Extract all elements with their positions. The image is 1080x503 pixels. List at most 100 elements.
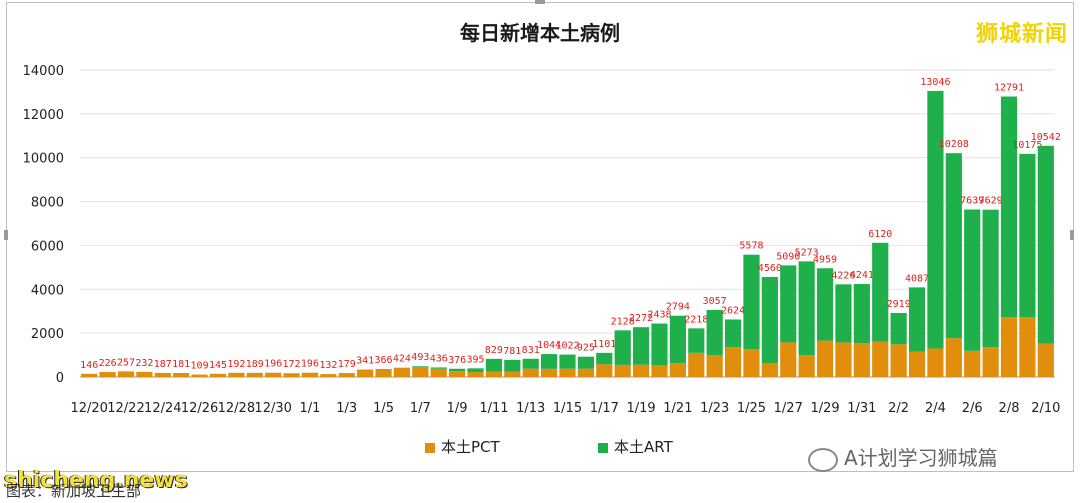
bar-art [964, 209, 981, 351]
bar-pct [301, 372, 319, 377]
bar-art [449, 368, 466, 372]
data-label-total: 145 [209, 360, 227, 371]
legend-swatch-pct [425, 442, 435, 453]
resize-handle-right[interactable] [1070, 230, 1074, 240]
bar-pct [688, 352, 705, 377]
bar-art [485, 358, 503, 372]
bar-art [853, 284, 870, 344]
data-label-total: 172 [283, 359, 301, 370]
bar-pct [596, 364, 613, 377]
data-label-total: 10208 [939, 139, 969, 150]
data-label-total: 5273 [795, 247, 819, 258]
bar-pct [485, 371, 503, 377]
bar-pct [890, 344, 907, 377]
data-label-total: 4959 [813, 254, 837, 265]
data-label-total: 5578 [739, 241, 763, 252]
x-tick-label: 1/29 [810, 401, 839, 416]
bar-pct [908, 351, 926, 377]
y-tick-label: 6000 [31, 239, 64, 254]
x-tick-label: 1/27 [774, 401, 803, 416]
legend-item-art: 本土ART [598, 436, 673, 457]
data-label-total: 424 [393, 354, 411, 365]
data-label-total: 4087 [905, 273, 929, 284]
resize-handle-left[interactable] [4, 230, 8, 240]
y-tick-label: 4000 [31, 283, 64, 298]
bar-pct [99, 372, 116, 377]
data-label-total: 6120 [868, 229, 892, 240]
bar-art [927, 90, 944, 349]
data-label-total: 395 [466, 354, 484, 365]
x-tick-label: 1/23 [700, 401, 729, 416]
data-label-total: 341 [356, 356, 374, 367]
bar-art [1000, 96, 1018, 318]
bar-pct [467, 372, 484, 377]
data-label-total: 1022 [555, 341, 579, 352]
data-label-total: 376 [448, 355, 466, 366]
data-label-total: 12791 [994, 83, 1024, 94]
data-label-total: 2218 [684, 314, 708, 325]
data-label-total: 146 [80, 360, 98, 371]
legend-label-pct: 本土PCT [441, 438, 500, 456]
data-label-total: 132 [319, 360, 337, 371]
data-label-total: 2624 [721, 305, 745, 316]
bar-art [743, 254, 760, 350]
data-label-total: 5090 [776, 251, 800, 262]
y-tick-label: 2000 [31, 327, 64, 342]
data-label-total: 366 [375, 355, 393, 366]
legend-label-art: 本土ART [614, 438, 673, 456]
wechat-name: A计划学习狮城篇 [844, 446, 998, 470]
chart-title: 每日新增本土病例 [460, 21, 620, 45]
bar-pct [577, 368, 594, 377]
bar-pct [927, 348, 944, 377]
x-tick-label: 1/31 [847, 401, 876, 416]
x-tick-label: 1/15 [553, 401, 582, 416]
data-label-total: 2438 [647, 310, 671, 321]
x-tick-label: 12/20 [70, 401, 107, 416]
data-label-total: 10542 [1031, 132, 1061, 143]
data-label-total: 226 [99, 358, 117, 369]
bar-pct [209, 373, 227, 377]
bar-art [982, 209, 999, 348]
y-tick-label: 0 [56, 371, 64, 386]
x-tick-label: 1/21 [663, 401, 692, 416]
bar-art [798, 261, 815, 356]
bar-pct [246, 372, 263, 377]
bar-art [706, 309, 723, 356]
bar-art [724, 319, 742, 348]
bar-art [945, 153, 962, 339]
data-label-total: 925 [577, 343, 595, 354]
data-label-total: 192 [227, 359, 245, 370]
y-tick-label: 12000 [23, 108, 64, 123]
bar-pct [504, 371, 521, 377]
resize-handle-top[interactable] [535, 0, 545, 4]
x-tick-label: 2/4 [925, 401, 946, 416]
bar-pct [945, 338, 962, 377]
bar-pct [412, 366, 429, 377]
bar-art [1037, 145, 1054, 344]
data-label-total: 1101 [592, 339, 616, 350]
bar-art [780, 265, 797, 343]
bar-art [669, 315, 686, 364]
x-tick-label: 2/10 [1031, 401, 1060, 416]
bar-pct [338, 373, 355, 377]
bar-pct [632, 364, 650, 377]
bar-art [890, 312, 907, 345]
data-label-total: 493 [411, 352, 429, 363]
bar-pct [228, 372, 245, 377]
data-label-total: 7639 [960, 195, 984, 206]
bar-pct [522, 368, 539, 377]
bar-pct [265, 372, 282, 377]
x-tick-label: 1/19 [626, 401, 655, 416]
bar-art [1019, 153, 1036, 318]
bar-pct [816, 340, 834, 377]
bar-pct [1000, 317, 1018, 377]
wechat-icon [808, 447, 838, 472]
bar-pct [872, 341, 889, 377]
bar-pct [853, 343, 870, 377]
x-tick-label: 1/13 [516, 401, 545, 416]
y-tick-label: 14000 [23, 64, 64, 79]
data-label-total: 4241 [850, 270, 874, 281]
bar-art [651, 323, 668, 366]
data-label-total: 257 [117, 357, 135, 368]
